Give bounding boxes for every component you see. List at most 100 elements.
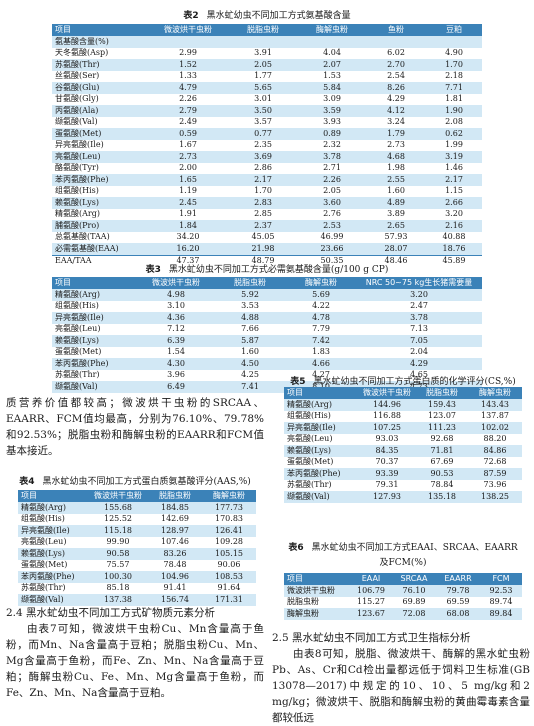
t4-row-label: 蛋氨酸(Met) (21, 560, 68, 570)
t3-cell: 7.42 (312, 335, 330, 345)
t2-cell: 1.19 (179, 186, 197, 196)
table4-title: 黑水虻幼虫不同加工方式蛋白质氨基酸评分(AAS,%) (42, 477, 251, 487)
t3-cell: 6.49 (167, 381, 185, 391)
t4-cell: 155.68 (104, 502, 132, 512)
t2-cell: 50.35 (298, 254, 366, 267)
t2-group-label: 氨基酸含量(%) (55, 36, 109, 46)
t3-cell: 7.05 (410, 335, 428, 345)
t2-row-label: 赖氨酸(Lys) (55, 197, 100, 207)
t6-cell: 123.67 (357, 608, 385, 618)
t3-row: 苏氨酸(Thr) 3.96 4.25 4.27 4.65 (52, 369, 482, 381)
t2-cell: 21.98 (251, 243, 275, 253)
t2-cell: 3.78 (323, 151, 341, 161)
t3-col-header: 项目 (55, 278, 71, 287)
t4-cell: 91.64 (217, 583, 241, 593)
t4-row-label: 缬氨酸(Val) (21, 594, 64, 604)
t2-cell: 46.99 (320, 232, 344, 242)
t3-row: 亮氨酸(Leu) 7.12 7.66 7.79 7.13 (52, 323, 482, 335)
t6-row: 脱脂虫粉 115.27 69.89 69.59 89.74 (284, 596, 522, 608)
t6-col-header: EAAI (361, 574, 381, 583)
t2-cell: 2.17 (445, 174, 463, 184)
table2-label: 表2 (183, 11, 199, 21)
t4-row: 缬氨酸(Val) 137.38 156.74 171.31 (18, 594, 256, 606)
t5-cell: 93.39 (375, 468, 399, 478)
t3-cell: 1.54 (167, 347, 185, 357)
t2-cell: 47.37 (148, 254, 228, 267)
t4-row: 蛋氨酸(Met) 75.57 78.48 90.06 (18, 559, 256, 571)
t4-cell: 177.73 (215, 502, 243, 512)
t5-cell: 87.59 (483, 468, 507, 478)
t4-row-label: 异亮氨酸(Ile) (21, 525, 70, 535)
table6: 项目 EAAI SRCAA EAARR FCM 微波烘干虫粉 106.79 76.10 79.… (284, 573, 522, 620)
t4-cell: 126.41 (215, 525, 243, 535)
t3-cell: 1.60 (241, 347, 259, 357)
t2-cell: 1.99 (445, 140, 463, 150)
t3-cell: 4.73 (410, 381, 428, 391)
t3-row-label: 缬氨酸(Val) (55, 381, 98, 391)
t2-cell: 2.05 (254, 59, 272, 69)
t2-cell: 2.65 (387, 220, 405, 230)
table3-header-row: 项目 微波烘干虫粉 脱脂虫粉 酶解虫粉 NRC 50~75 kg生长猪需要量 (52, 277, 482, 289)
t2-cell: 16.20 (176, 243, 200, 253)
t2-cell: 5.84 (323, 82, 341, 92)
t5-row-label: 赖氨酸(Lys) (287, 445, 332, 455)
t2-cell: 2.66 (445, 197, 463, 207)
t3-row-label: 亮氨酸(Leu) (55, 324, 101, 334)
t2-col-header: 鱼粉 (388, 25, 404, 34)
t5-row: 精氨酸(Arg) 144.96 159.43 143.43 (284, 399, 522, 411)
t5-col-header: 微波烘干虫粉 (363, 388, 411, 397)
t4-row-label: 赖氨酸(Lys) (21, 548, 66, 558)
t2-cell: 34.20 (176, 232, 200, 242)
t4-cell: 105.15 (215, 548, 243, 558)
t5-row: 异亮氨酸(Ile) 107.25 111.23 102.02 (284, 422, 522, 434)
t3-row-label: 蛋氨酸(Met) (55, 347, 102, 357)
t2-cell: 48.46 (366, 254, 426, 267)
t5-cell: 107.25 (373, 422, 401, 432)
t4-row: 亮氨酸(Leu) 99.90 107.46 109.28 (18, 536, 256, 548)
t2-cell: 3.50 (254, 105, 272, 115)
t2-cell: 2.00 (179, 163, 197, 173)
t2-row: 苏氨酸(Thr) 1.52 2.05 2.07 2.70 1.70 (52, 59, 482, 71)
t4-row-label: 苯丙氨酸(Phe) (21, 571, 75, 581)
t2-cell: 3.20 (445, 209, 463, 219)
t6-cell: 115.27 (357, 597, 385, 607)
t3-row: 缬氨酸(Val) 6.49 7.41 8.10 4.73 (52, 381, 482, 393)
t2-cell: 4.90 (445, 48, 463, 58)
t5-row: 蛋氨酸(Met) 70.37 67.69 72.68 (284, 456, 522, 468)
t3-row: 蛋氨酸(Met) 1.54 1.60 1.83 2.04 (52, 346, 482, 358)
t4-row: 赖氨酸(Lys) 90.58 83.26 105.15 (18, 548, 256, 560)
t2-cell: 0.89 (323, 128, 341, 138)
t3-cell: 7.66 (241, 324, 259, 334)
t5-row-label: 苏氨酸(Thr) (287, 480, 332, 490)
t2-cell: 2.45 (179, 197, 197, 207)
t2-cell: 2.71 (323, 163, 341, 173)
t2-row-label: 苏氨酸(Thr) (55, 59, 100, 69)
t2-cell: 4.12 (387, 105, 405, 115)
table3: 项目 微波烘干虫粉 脱脂虫粉 酶解虫粉 NRC 50~75 kg生长猪需要量 精氨酸(A… (52, 277, 482, 393)
t2-cell: 3.59 (323, 105, 341, 115)
t2-cell: 57.93 (384, 232, 408, 242)
t3-col-header: NRC 50~75 kg生长猪需要量 (365, 278, 473, 287)
t2-cell: 1.81 (445, 94, 463, 104)
table3-label: 表3 (145, 265, 161, 275)
t2-cell: 3.60 (323, 197, 341, 207)
t2-row-label: 苯丙氨酸(Phe) (55, 174, 109, 184)
t2-cell: 45.89 (426, 254, 482, 267)
t4-cell: 104.96 (161, 571, 189, 581)
t4-cell: 107.46 (161, 537, 189, 547)
t4-cell: 90.58 (106, 548, 130, 558)
t2-cell: 2.86 (254, 163, 272, 173)
t2-row: EAA/TAA 47.37 48.79 50.35 48.46 45.89 (52, 254, 482, 267)
t5-row-label: 异亮氨酸(Ile) (287, 422, 336, 432)
t5-row-label: 蛋氨酸(Met) (287, 457, 334, 467)
t3-row: 苯丙氨酸(Phe) 4.30 4.50 4.66 4.29 (52, 358, 482, 370)
t4-cell: 142.69 (161, 514, 189, 524)
table5-label: 表5 (290, 377, 306, 387)
t5-cell: 138.25 (481, 491, 509, 501)
t2-row-label: 蛋氨酸(Met) (55, 128, 102, 138)
t3-cell: 3.96 (167, 370, 185, 380)
table6-label: 表6 (288, 543, 304, 553)
t2-cell: 2.55 (387, 174, 405, 184)
t5-row: 苯丙氨酸(Phe) 93.39 90.53 87.59 (284, 468, 522, 480)
t6-cell: 79.78 (446, 585, 470, 595)
